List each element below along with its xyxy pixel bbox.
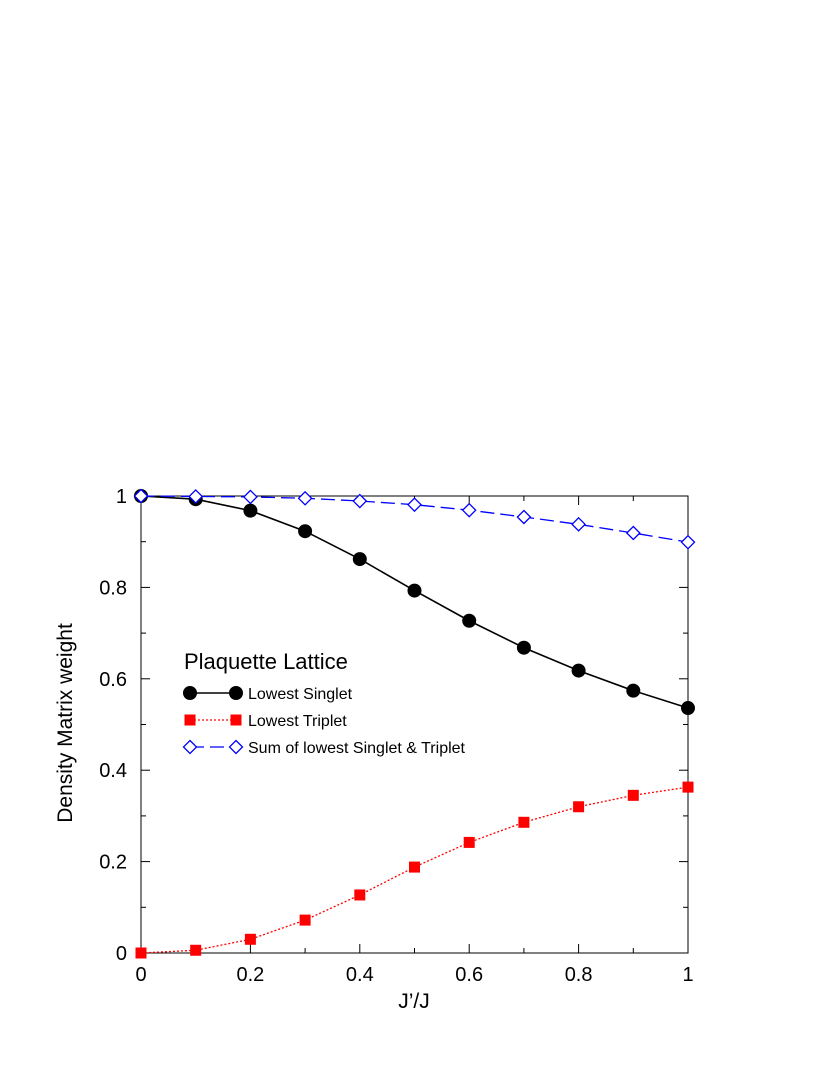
data-point xyxy=(352,493,368,509)
axis-ticks xyxy=(140,495,689,954)
legend-entry: Sum of lowest Singlet & Triplet xyxy=(182,739,466,757)
legend-entry: Lowest Singlet xyxy=(183,686,353,703)
data-point xyxy=(190,944,202,956)
data-point xyxy=(627,789,639,801)
y-tick-label: 0.2 xyxy=(99,852,127,874)
legend-marker xyxy=(182,739,198,755)
data-point xyxy=(407,583,422,598)
x-tick-label: 0 xyxy=(135,964,146,986)
series-layer xyxy=(133,488,696,959)
data-point xyxy=(518,816,530,828)
legend-marker xyxy=(230,714,242,726)
data-point xyxy=(409,861,420,873)
data-point xyxy=(571,663,586,678)
legend-title: Plaquette Lattice xyxy=(184,649,348,674)
data-point xyxy=(243,503,258,518)
legend-marker xyxy=(183,686,197,700)
data-point xyxy=(625,525,641,541)
data-point xyxy=(299,914,311,926)
y-axis-label: Density Matrix weight xyxy=(54,623,77,823)
data-point xyxy=(135,947,147,959)
plot-frame xyxy=(140,495,689,954)
data-point xyxy=(133,488,149,504)
data-point xyxy=(680,534,696,550)
x-axis-label: J’/J xyxy=(398,990,430,1013)
data-point xyxy=(682,781,694,793)
legend-marker xyxy=(228,739,244,755)
data-point xyxy=(297,490,313,506)
legend-label: Lowest Triplet xyxy=(248,713,347,730)
legend-marker xyxy=(229,686,243,700)
legend-marker xyxy=(184,714,196,726)
data-point xyxy=(626,683,641,698)
y-tick-label: 0.8 xyxy=(99,577,127,599)
data-point xyxy=(188,489,204,504)
data-point xyxy=(407,497,422,513)
data-point xyxy=(354,889,366,901)
data-point xyxy=(244,933,256,945)
data-point xyxy=(571,516,587,532)
legend-label: Sum of lowest Singlet & Triplet xyxy=(248,740,466,757)
x-tick-label: 1 xyxy=(682,964,693,986)
series-0 xyxy=(134,489,695,716)
x-tick-label: 0.6 xyxy=(455,964,483,986)
legend: Plaquette Lattice Lowest Singlet Lowest T… xyxy=(182,649,466,757)
series-2 xyxy=(133,488,696,550)
x-tick-label: 0.8 xyxy=(565,964,593,986)
data-point xyxy=(462,613,477,628)
data-point xyxy=(516,640,531,655)
data-point xyxy=(461,502,477,518)
data-point xyxy=(352,552,367,567)
y-tick-label: 0.4 xyxy=(99,760,127,782)
data-point xyxy=(298,524,313,539)
data-point xyxy=(463,836,475,848)
data-point xyxy=(681,701,695,716)
x-tick-label: 0.2 xyxy=(236,964,264,986)
data-point xyxy=(242,489,258,505)
y-tick-label: 0.6 xyxy=(99,669,127,691)
plot-border xyxy=(140,495,689,954)
legend-entry: Lowest Triplet xyxy=(184,713,347,730)
x-tick-label: 0.4 xyxy=(346,964,374,986)
legend-label: Lowest Singlet xyxy=(248,686,353,703)
y-tick-label: 1 xyxy=(116,486,127,508)
series-line xyxy=(140,495,689,709)
series-1 xyxy=(135,781,694,959)
data-point xyxy=(573,801,585,813)
y-tick-label: 0 xyxy=(116,943,127,965)
data-point xyxy=(516,509,532,525)
tick-labels: 00 0.2 0.2 0.4 0.4 0.6 0.6 0.8 0.8 1 1 xyxy=(99,486,693,986)
